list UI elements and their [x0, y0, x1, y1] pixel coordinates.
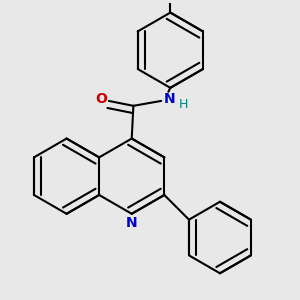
Text: O: O [96, 92, 108, 106]
Text: N: N [164, 92, 175, 106]
Text: H: H [179, 98, 188, 111]
Text: N: N [126, 216, 138, 230]
